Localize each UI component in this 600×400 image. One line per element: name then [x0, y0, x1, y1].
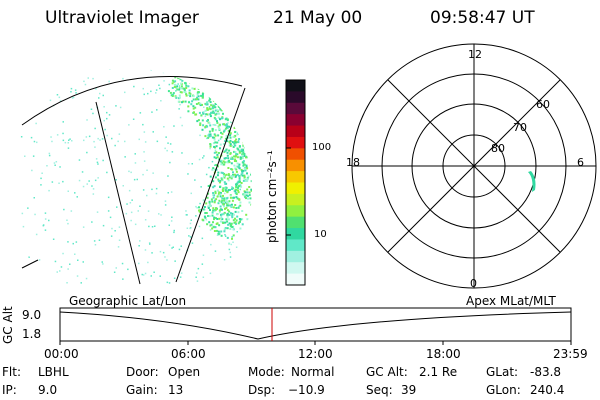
info-key: Dsp: [248, 383, 276, 397]
info-value-gc-alt: 2.1 Re [419, 365, 458, 379]
mlt-label-top: 12 [468, 48, 482, 61]
info-value-ip: 9.0 [38, 383, 58, 397]
info-key: Door: [126, 365, 159, 379]
info-value-seq: 39 [401, 383, 417, 397]
auroral-image [20, 68, 252, 286]
colorbar-unit-label: photon cm⁻²s⁻¹ [265, 150, 279, 243]
timeline-y-tick: 9.0 [22, 308, 42, 322]
colorbar [286, 80, 305, 286]
colorbar-segment [286, 114, 305, 127]
observation-date: 21 May 00 [273, 8, 363, 28]
colorbar-segment [286, 216, 305, 229]
info-key: GLon: [486, 383, 521, 397]
colorbar-segment [286, 273, 305, 286]
info-key: Gain: [126, 383, 158, 397]
meridian-line [21, 259, 39, 269]
colorbar-segment [286, 193, 305, 206]
latitude-arc [21, 75, 243, 126]
info-key: IP: [2, 383, 17, 397]
colorbar-segment [286, 91, 305, 104]
timeline-y-title: GC Alt [1, 306, 15, 344]
info-value-glat: -83.8 [530, 365, 562, 379]
colorbar-segment [286, 228, 305, 240]
colorbar-segment [286, 102, 305, 115]
colorbar-segment [286, 136, 305, 149]
colorbar-segment [286, 250, 305, 263]
info-value-door: Open [168, 365, 201, 379]
auroral-feature [528, 171, 536, 192]
timeline-left-label: Geographic Lat/Lon [69, 294, 187, 308]
info-value-gain: 13 [168, 383, 184, 397]
meridian-line [95, 101, 141, 285]
lat-label-70: 70 [513, 121, 527, 134]
info-key: GLat: [486, 365, 519, 379]
polar-plot [351, 43, 597, 289]
timeline-y-tick: 1.8 [22, 327, 42, 341]
colorbar-segment [286, 80, 305, 92]
altitude-curve [59, 311, 572, 340]
mlt-label-left: 18 [346, 156, 360, 169]
instrument-title: Ultraviolet Imager [45, 8, 199, 28]
colorbar-segment [286, 125, 305, 138]
colorbar-frame [285, 79, 306, 286]
observation-time: 09:58:47 UT [430, 8, 535, 28]
info-key: Seq: [366, 383, 393, 397]
mlt-label-right: 6 [577, 156, 584, 169]
colorbar-segment [286, 239, 305, 252]
mlt-label-bottom: 0 [470, 277, 477, 290]
timeline-x-tick: 18:00 [426, 347, 461, 361]
info-value-filter: LBHL [38, 365, 69, 379]
info-value-dsp: −10.9 [288, 383, 325, 397]
timeline-frame [59, 307, 572, 342]
info-key: GC Alt: [366, 365, 408, 379]
timeline-right-label: Apex MLat/MLT [466, 294, 556, 308]
timeline-x-tick: 23:59 [553, 347, 588, 361]
timeline-x-tick: 06:00 [171, 347, 206, 361]
colorbar-tick-label: 10 [314, 229, 327, 240]
colorbar-segment [286, 205, 305, 218]
timeline-x-tick: 00:00 [44, 347, 79, 361]
timeline-x-tick: 12:00 [298, 347, 333, 361]
colorbar-segment [286, 262, 305, 275]
colorbar-segment [286, 171, 305, 183]
colorbar-segment [286, 182, 305, 195]
colorbar-segment [286, 148, 305, 161]
info-key: Flt: [2, 365, 21, 379]
colorbar-segment [286, 159, 305, 172]
lat-label-80: 80 [491, 142, 505, 155]
meridian-line [175, 87, 246, 283]
info-value-mode: Normal [291, 365, 335, 379]
colorbar-tick-label: 100 [312, 142, 332, 153]
timeline-plot [59, 307, 572, 345]
info-value-glon: 240.4 [530, 383, 565, 397]
polar-diagonal [387, 79, 561, 253]
info-key: Mode: [248, 365, 285, 379]
lat-label-60: 60 [536, 98, 550, 111]
